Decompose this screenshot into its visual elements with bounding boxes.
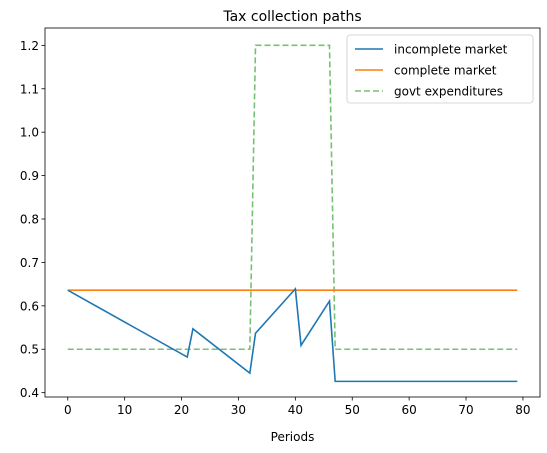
x-tick-label: 80 — [515, 403, 530, 417]
plot-frame — [44, 27, 541, 398]
y-tick-label: 1.1 — [20, 82, 39, 96]
x-tick-label: 30 — [231, 403, 246, 417]
y-tick-label: 1.2 — [20, 39, 39, 53]
legend-label-incomplete-market: incomplete market — [394, 43, 508, 57]
legend-label-complete-market: complete market — [394, 64, 497, 78]
x-tick-label: 40 — [288, 403, 303, 417]
legend-box — [346, 34, 534, 104]
y-axis-ticks: 0.4 0.5 0.6 0.7 0.8 0.9 1.0 1.1 1.2 — [20, 39, 45, 400]
x-tick-label: 10 — [117, 403, 132, 417]
y-tick-label: 0.7 — [20, 256, 39, 270]
y-tick-label: 1.0 — [20, 126, 39, 140]
y-tick-label: 0.6 — [20, 299, 39, 313]
chart-title: Tax collection paths — [222, 9, 361, 25]
legend: incomplete market complete market govt exp… — [346, 34, 534, 104]
y-tick-label: 0.8 — [20, 213, 39, 227]
x-tick-label: 50 — [345, 403, 360, 417]
y-tick-label: 0.5 — [20, 343, 39, 357]
series-line-incomplete-market — [67, 287, 518, 383]
y-tick-label: 0.9 — [20, 169, 39, 183]
x-tick-label: 70 — [458, 403, 473, 417]
x-tick-label: 20 — [174, 403, 189, 417]
legend-label-govt-expenditures: govt expenditures — [394, 85, 503, 99]
x-axis-ticks: 0 10 20 30 40 50 60 70 80 — [64, 397, 531, 417]
series-line-govt-expenditures — [67, 44, 518, 351]
series-layer — [67, 44, 518, 383]
x-tick-label: 0 — [64, 403, 72, 417]
x-tick-label: 60 — [401, 403, 416, 417]
x-axis-label: Periods — [271, 430, 315, 444]
y-tick-label: 0.4 — [20, 386, 39, 400]
